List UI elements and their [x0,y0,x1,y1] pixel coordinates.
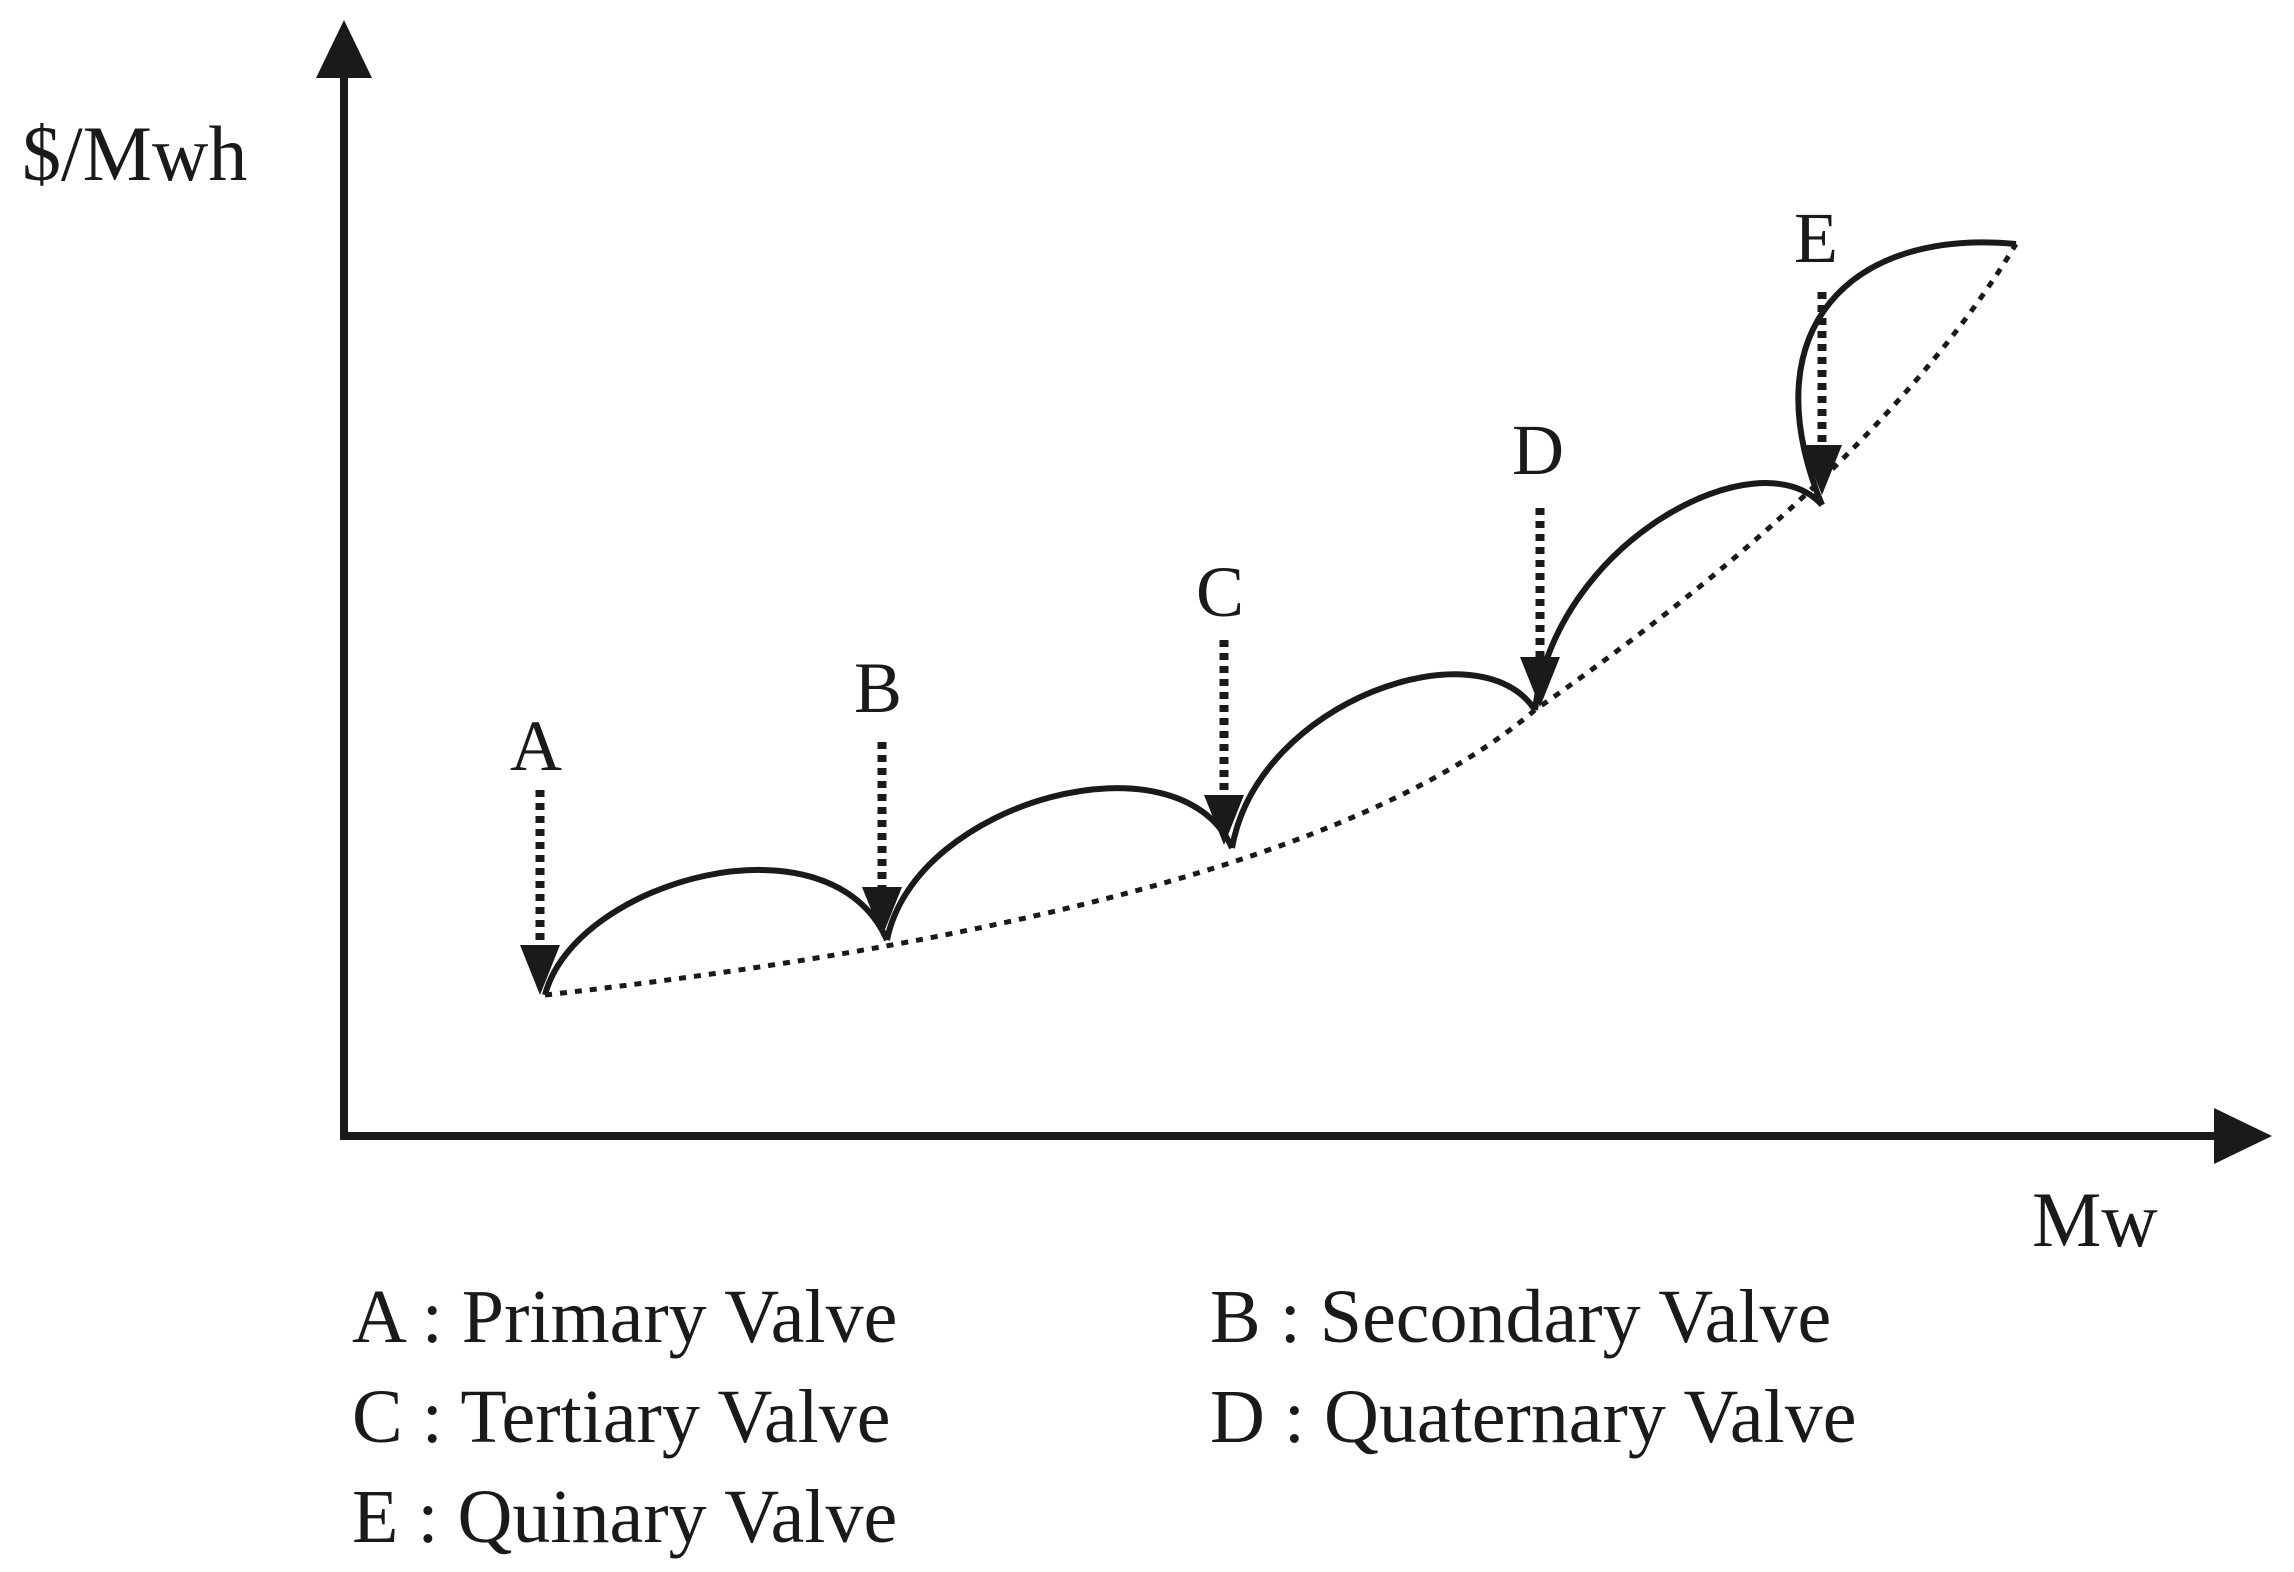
valve-point-arcs [542,239,2017,996]
arc-b-to-c [884,785,1235,941]
valve-label-a: A [510,706,562,786]
valve-label-c: C [1196,552,1244,632]
legend-item-b: B : Secondary Valve [1210,1275,1831,1359]
valve-label-d: D [1512,410,1564,490]
y-axis-arrowhead [316,20,372,78]
axes: $/Mwh Mw [22,20,2272,1263]
valve-label-b: B [854,648,902,728]
legend-item-a: A : Primary Valve [352,1275,897,1359]
arc-e-to-end [1795,239,2017,507]
legend-item-c: C : Tertiary Valve [352,1375,891,1459]
valve-label-e: E [1794,198,1838,278]
arc-a-to-b [542,866,890,996]
valve-point-labels: A B C D E [510,198,1838,786]
legend-item-e: E : Quinary Valve [352,1475,897,1559]
arc-d-to-e [1532,480,1825,711]
legend-item-d: D : Quaternary Valve [1210,1375,1856,1459]
arrowhead-c [1204,795,1244,845]
x-axis-label: Mw [2032,1176,2158,1263]
valve-indicator-arrows [520,292,1842,995]
arrowhead-b [862,887,902,937]
x-axis-arrowhead [2214,1108,2272,1164]
arrowhead-d [1520,657,1560,707]
arrowhead-a [520,945,560,995]
y-axis-label: $/Mwh [22,110,247,197]
arc-c-to-d [1229,671,1538,849]
arrowhead-e [1802,445,1842,495]
legend: A : Primary Valve B : Secondary Valve C … [352,1275,1856,1559]
smooth-cost-curve-dotted [544,242,2019,998]
